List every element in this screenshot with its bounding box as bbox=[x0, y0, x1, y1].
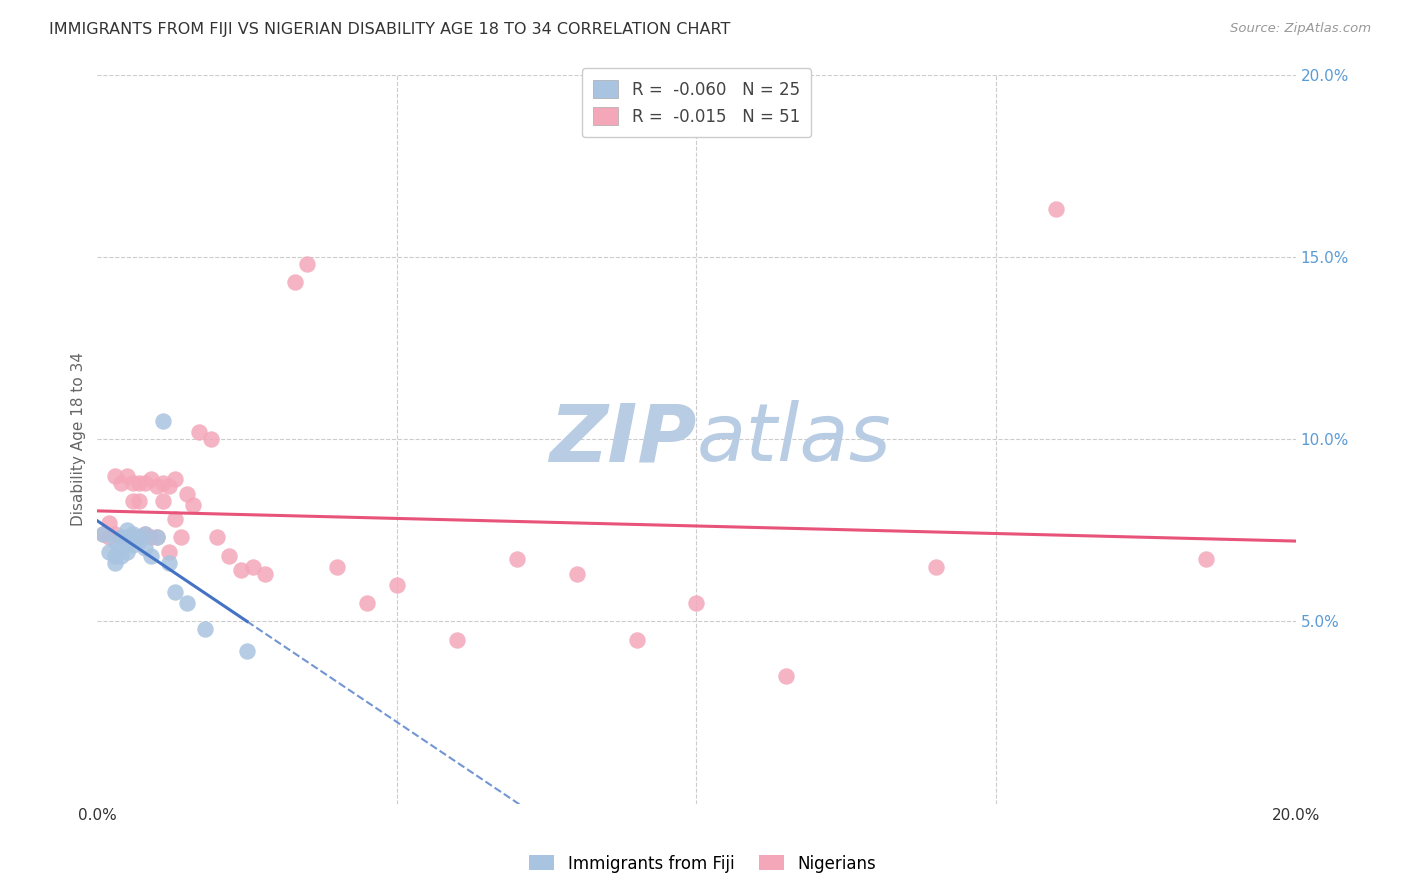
Point bbox=[110, 549, 132, 563]
Point bbox=[165, 512, 187, 526]
Point bbox=[152, 414, 174, 428]
Point bbox=[157, 545, 180, 559]
Point bbox=[565, 566, 588, 581]
Point bbox=[110, 475, 132, 490]
Point bbox=[134, 526, 156, 541]
Point bbox=[165, 472, 187, 486]
Point bbox=[626, 632, 648, 647]
Point bbox=[141, 549, 163, 563]
Point bbox=[134, 475, 156, 490]
Point bbox=[93, 526, 115, 541]
Point bbox=[181, 498, 204, 512]
Point bbox=[242, 559, 264, 574]
Point bbox=[117, 468, 139, 483]
Point bbox=[98, 516, 121, 530]
Point bbox=[128, 531, 150, 545]
Point bbox=[110, 541, 132, 556]
Point bbox=[165, 585, 187, 599]
Point bbox=[146, 531, 169, 545]
Point bbox=[134, 541, 156, 556]
Point bbox=[146, 531, 169, 545]
Point bbox=[104, 526, 127, 541]
Point bbox=[117, 531, 139, 545]
Point bbox=[295, 257, 318, 271]
Text: atlas: atlas bbox=[696, 401, 891, 478]
Point bbox=[128, 531, 150, 545]
Point bbox=[110, 531, 132, 545]
Point bbox=[170, 531, 193, 545]
Point bbox=[117, 534, 139, 549]
Point bbox=[157, 479, 180, 493]
Point bbox=[236, 643, 259, 657]
Point bbox=[117, 523, 139, 537]
Point bbox=[188, 425, 211, 439]
Point bbox=[152, 494, 174, 508]
Point bbox=[93, 526, 115, 541]
Point bbox=[775, 669, 797, 683]
Point bbox=[218, 549, 240, 563]
Point bbox=[326, 559, 349, 574]
Y-axis label: Disability Age 18 to 34: Disability Age 18 to 34 bbox=[72, 352, 86, 526]
Point bbox=[122, 475, 145, 490]
Point bbox=[122, 494, 145, 508]
Point bbox=[141, 531, 163, 545]
Point bbox=[128, 475, 150, 490]
Point bbox=[200, 432, 222, 446]
Text: ZIP: ZIP bbox=[550, 401, 696, 478]
Point bbox=[122, 531, 145, 545]
Point bbox=[506, 552, 529, 566]
Legend: R =  -0.060   N = 25, R =  -0.015   N = 51: R = -0.060 N = 25, R = -0.015 N = 51 bbox=[582, 69, 811, 137]
Text: Source: ZipAtlas.com: Source: ZipAtlas.com bbox=[1230, 22, 1371, 36]
Point bbox=[176, 487, 198, 501]
Point bbox=[134, 526, 156, 541]
Point bbox=[356, 596, 378, 610]
Point bbox=[128, 494, 150, 508]
Legend: Immigrants from Fiji, Nigerians: Immigrants from Fiji, Nigerians bbox=[523, 848, 883, 880]
Point bbox=[98, 531, 121, 545]
Point bbox=[1195, 552, 1218, 566]
Point bbox=[157, 556, 180, 570]
Point bbox=[104, 556, 127, 570]
Point bbox=[385, 578, 408, 592]
Point bbox=[925, 559, 948, 574]
Point bbox=[98, 545, 121, 559]
Point bbox=[1045, 202, 1067, 217]
Point bbox=[205, 531, 228, 545]
Point bbox=[122, 526, 145, 541]
Point bbox=[685, 596, 707, 610]
Point bbox=[122, 538, 145, 552]
Point bbox=[110, 531, 132, 545]
Point bbox=[446, 632, 468, 647]
Point bbox=[152, 475, 174, 490]
Point bbox=[254, 566, 277, 581]
Point bbox=[146, 479, 169, 493]
Point bbox=[176, 596, 198, 610]
Point bbox=[117, 545, 139, 559]
Text: IMMIGRANTS FROM FIJI VS NIGERIAN DISABILITY AGE 18 TO 34 CORRELATION CHART: IMMIGRANTS FROM FIJI VS NIGERIAN DISABIL… bbox=[49, 22, 731, 37]
Point bbox=[104, 549, 127, 563]
Point bbox=[141, 472, 163, 486]
Point bbox=[104, 468, 127, 483]
Point bbox=[128, 534, 150, 549]
Point bbox=[284, 275, 307, 289]
Point bbox=[104, 534, 127, 549]
Point bbox=[231, 563, 253, 577]
Point bbox=[194, 622, 217, 636]
